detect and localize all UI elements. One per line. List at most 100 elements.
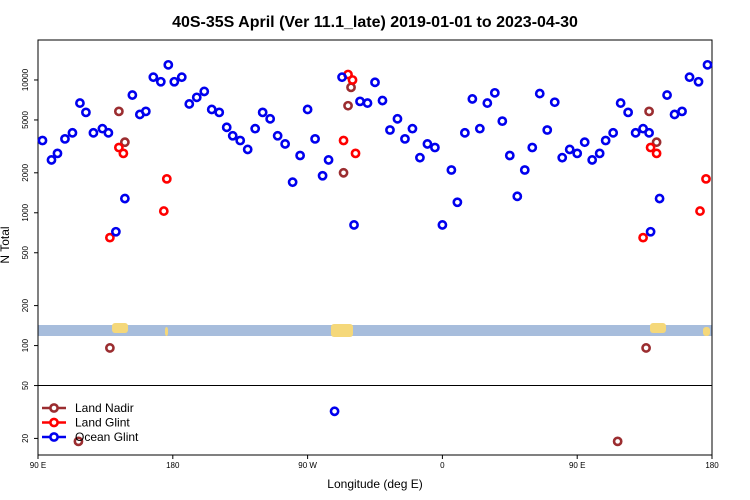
y-tick-label: 2000	[21, 163, 30, 181]
data-point	[459, 127, 470, 138]
data-point	[73, 436, 84, 447]
data-point	[323, 155, 334, 165]
data-point	[549, 97, 560, 108]
data-point	[265, 113, 276, 124]
plot-frame	[37, 39, 713, 456]
data-point	[654, 193, 665, 204]
data-point	[221, 122, 232, 133]
data-point	[46, 155, 57, 165]
data-point	[564, 144, 575, 155]
data-point	[467, 94, 478, 104]
data-point	[437, 220, 448, 230]
data-point	[140, 106, 151, 117]
data-point	[148, 72, 159, 83]
world-map-strip	[38, 323, 712, 337]
legend-item: Ocean Glint	[42, 430, 139, 444]
y-tick-label: 1000	[21, 203, 30, 221]
data-point	[81, 107, 91, 118]
data-point	[169, 76, 180, 87]
legend-label: Ocean Glint	[75, 430, 139, 444]
data-points	[37, 59, 713, 447]
data-point	[355, 96, 365, 107]
data-point	[641, 343, 651, 353]
data-point	[163, 59, 174, 70]
data-point	[184, 99, 195, 109]
data-point	[110, 226, 121, 237]
data-point	[695, 206, 705, 216]
data-point	[422, 139, 433, 149]
data-point	[176, 72, 187, 83]
plot-border	[37, 39, 713, 456]
data-point	[52, 148, 63, 159]
data-point	[343, 100, 353, 111]
y-tick-label: 20	[21, 433, 30, 442]
y-axis-label: N Total	[0, 226, 12, 263]
data-point	[527, 142, 538, 153]
data-point	[669, 109, 680, 120]
data-point	[651, 137, 662, 148]
data-point	[630, 127, 641, 138]
data-point	[338, 135, 349, 146]
legend-marker	[49, 417, 59, 428]
data-point	[400, 134, 410, 144]
data-point	[572, 148, 583, 159]
data-point	[392, 113, 403, 124]
data-point	[113, 142, 124, 153]
data-point	[644, 127, 654, 138]
data-point	[482, 98, 493, 108]
data-point	[623, 107, 634, 118]
data-point	[329, 406, 340, 417]
data-point	[519, 165, 530, 175]
data-point	[310, 134, 320, 144]
y-tick-label: 5000	[21, 111, 30, 129]
data-point	[317, 170, 328, 181]
data-point	[119, 137, 130, 148]
map-land-3	[650, 323, 666, 333]
data-point	[677, 106, 687, 117]
data-point	[415, 152, 425, 163]
data-point	[662, 90, 672, 100]
data-point	[235, 135, 246, 146]
data-point	[370, 77, 380, 88]
data-point	[362, 98, 373, 108]
data-point	[701, 173, 711, 184]
data-point	[693, 76, 704, 87]
data-point	[587, 155, 598, 165]
legend-marker	[49, 432, 59, 442]
data-point	[214, 107, 225, 118]
y-axis-ticks: 20 50 100 200 500 1000 2000 5000 10000	[21, 68, 38, 443]
x-tick-label: 0	[440, 461, 445, 470]
data-point	[594, 148, 605, 159]
y-tick-label: 200	[21, 298, 30, 312]
legend-item: Land Glint	[42, 416, 130, 430]
data-point	[287, 177, 298, 188]
map-land-2	[331, 324, 353, 337]
data-point	[60, 134, 70, 144]
data-point	[474, 123, 485, 134]
data-point	[272, 130, 283, 141]
data-point	[158, 206, 169, 216]
data-point	[250, 123, 261, 134]
data-point	[579, 137, 590, 148]
data-point	[75, 98, 85, 108]
data-point	[702, 59, 713, 70]
x-tick-label: 90 E	[569, 461, 585, 470]
data-point	[338, 167, 349, 178]
series-ocean-glint	[37, 59, 713, 417]
data-point	[295, 150, 306, 161]
data-point	[104, 343, 115, 353]
data-point	[191, 92, 202, 103]
data-point	[67, 127, 78, 138]
data-point	[103, 127, 114, 138]
x-axis-ticks: 90 E 180 90 W 0 90 E 180	[30, 455, 719, 470]
data-point	[407, 123, 418, 134]
data-point	[280, 139, 291, 149]
data-point	[337, 72, 347, 83]
data-point	[302, 104, 313, 115]
data-point	[684, 72, 695, 83]
data-point	[385, 125, 395, 135]
data-point	[199, 86, 210, 97]
data-point	[349, 220, 359, 230]
data-point	[113, 106, 124, 117]
